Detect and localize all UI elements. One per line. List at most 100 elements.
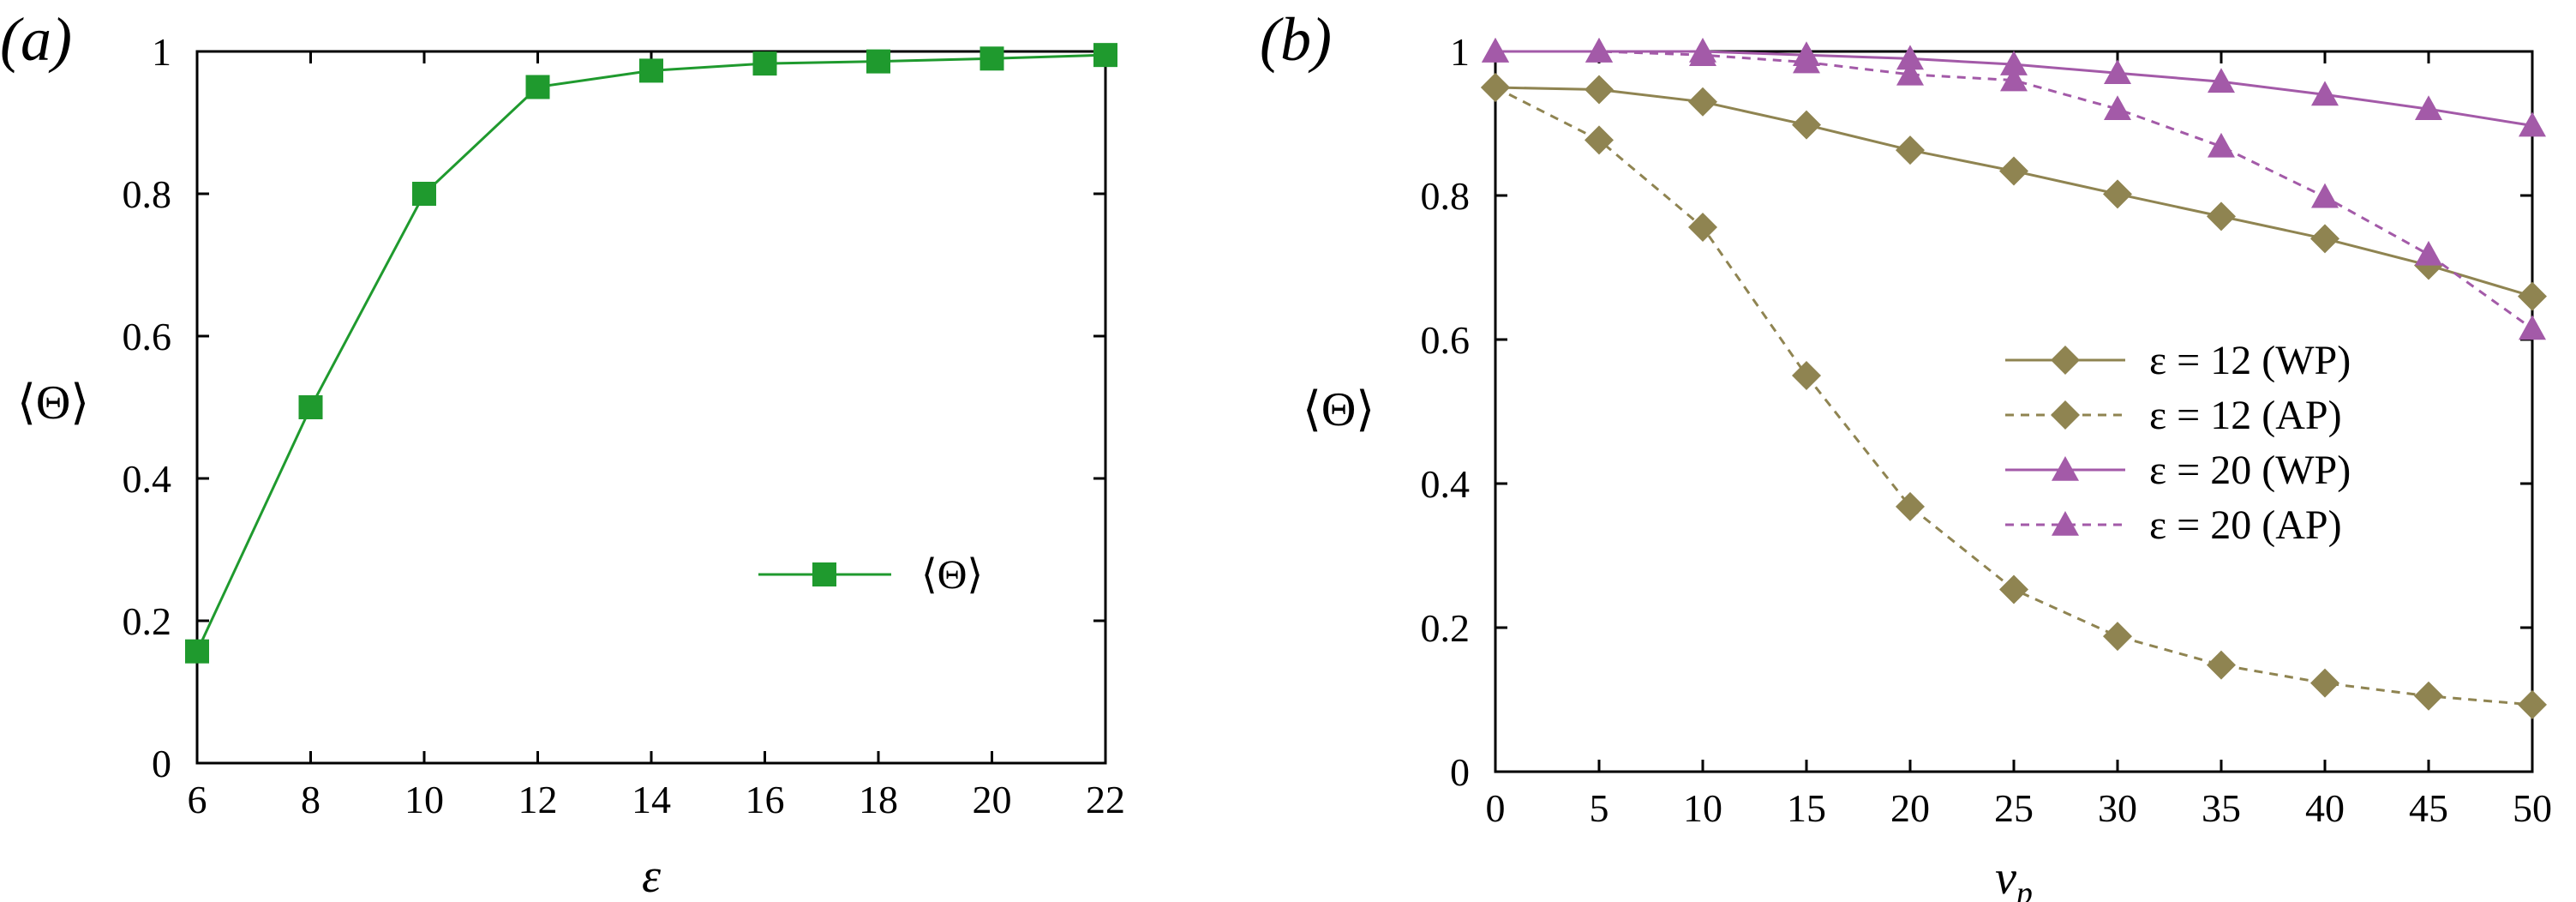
x-tick-label: 0 — [1486, 786, 1506, 830]
data-point — [1585, 75, 1614, 105]
y-tick-label: 0.4 — [123, 457, 172, 501]
legend-b-label: ε = 20 (WP) — [2149, 448, 2351, 493]
y-tick-label: 0.6 — [123, 315, 172, 358]
x-tick-label: 30 — [2098, 786, 2137, 830]
data-point — [1093, 43, 1117, 68]
data-point — [2104, 59, 2131, 84]
y-tick-label: 0.6 — [1421, 318, 1471, 362]
data-point — [1896, 45, 1924, 70]
data-point — [1999, 574, 2028, 604]
panel-a-ticks: 6 8 10 12 14 16 18 20 22 0 0.2 0.4 0.6 0.8 1 — [123, 30, 1126, 821]
panel-a-plot-frame — [195, 50, 1107, 765]
data-point — [2414, 681, 2443, 711]
panel-b-xlabel: vp — [1995, 851, 2033, 902]
data-point — [2103, 622, 2132, 652]
y-tick-label: 0.8 — [1421, 174, 1471, 218]
data-point — [2207, 201, 2236, 232]
x-tick-label: 16 — [746, 778, 785, 821]
data-point — [2104, 95, 2131, 120]
x-tick-label: 10 — [404, 778, 444, 821]
data-point — [1688, 212, 1717, 242]
x-tick-label: 10 — [1683, 786, 1722, 830]
data-point — [185, 639, 209, 664]
x-tick-label: 6 — [188, 778, 207, 821]
data-point — [525, 75, 550, 99]
panel-b-label: (b) — [1260, 5, 1332, 74]
data-point — [1896, 135, 1925, 165]
panel-a-legend: ⟨Θ⟩ — [758, 552, 983, 598]
x-tick-label: 22 — [1086, 778, 1125, 821]
panel-b: (b) 0 5 10 15 20 25 30 35 40 45 50 0 0.2 0.4 0.6 0.8 1 ⟨… — [1260, 5, 2552, 902]
x-tick-label: 12 — [518, 778, 558, 821]
data-point — [2311, 81, 2339, 106]
data-point — [1689, 41, 1716, 66]
y-tick-label: 0.2 — [1421, 606, 1471, 650]
x-tick-label: 8 — [301, 778, 321, 821]
x-tick-label: 18 — [859, 778, 898, 821]
legend-b-marker — [2052, 511, 2079, 536]
data-point — [979, 46, 1004, 71]
y-tick-label: 0.8 — [123, 172, 172, 216]
y-tick-label: 1 — [152, 30, 171, 74]
data-point — [1896, 491, 1925, 521]
x-tick-label: 50 — [2513, 786, 2552, 830]
x-tick-label: 5 — [1590, 786, 1609, 830]
data-point — [2415, 240, 2442, 266]
data-point — [1585, 38, 1613, 63]
data-point — [2415, 95, 2442, 120]
x-tick-label: 40 — [2305, 786, 2345, 830]
panel-b-series — [1481, 38, 2547, 719]
panel-b-xlabel-subscript: p — [2014, 875, 2033, 902]
data-point — [1793, 48, 1820, 74]
data-point — [1481, 73, 1510, 102]
legend-b-label: ε = 12 (WP) — [2149, 338, 2351, 383]
data-point — [1792, 361, 1821, 390]
data-point — [1688, 87, 1717, 117]
data-point — [2310, 224, 2339, 254]
x-tick-label: 25 — [1994, 786, 2034, 830]
data-point — [2518, 281, 2547, 311]
data-point — [2000, 66, 2028, 92]
panel-b-legend: ε = 12 (WP) ε = 12 (AP) ε = 20 (WP) ε = 20 … — [2005, 338, 2351, 548]
x-tick-label: 15 — [1787, 786, 1826, 830]
x-tick-label: 20 — [1890, 786, 1930, 830]
series-line — [1495, 50, 2533, 330]
legend-b-label: ε = 12 (AP) — [2149, 393, 2342, 438]
data-point — [2519, 111, 2546, 137]
data-point — [2000, 51, 2028, 75]
data-point — [2518, 689, 2547, 719]
y-tick-label: 0.2 — [123, 599, 172, 643]
data-point — [866, 49, 890, 74]
data-point — [752, 51, 777, 76]
panel-a-label: (a) — [0, 5, 72, 74]
series-line — [1495, 86, 2533, 298]
data-point — [2311, 183, 2339, 208]
x-tick-label: 14 — [632, 778, 671, 821]
y-tick-label: 0 — [152, 742, 171, 785]
data-point — [298, 395, 323, 419]
panel-b-ticks: 0 5 10 15 20 25 30 35 40 45 50 0 0.2 0.4 0.6 0.8 1 — [1421, 30, 2553, 830]
data-point — [2519, 315, 2546, 340]
panel-b-ylabel: ⟨Θ⟩ — [1303, 383, 1375, 436]
legend-a-label: ⟨Θ⟩ — [921, 552, 983, 598]
data-point — [1999, 156, 2028, 186]
data-point — [1792, 110, 1821, 140]
y-tick-label: 1 — [1450, 30, 1470, 74]
legend-b-marker — [2051, 346, 2080, 375]
legend-a-marker — [812, 562, 836, 586]
x-tick-label: 20 — [973, 778, 1012, 821]
data-point — [1585, 125, 1614, 155]
panel-a-ylabel: ⟨Θ⟩ — [17, 376, 89, 430]
y-tick-label: 0.4 — [1421, 462, 1471, 506]
x-tick-label: 45 — [2409, 786, 2448, 830]
panel-a-series — [185, 43, 1117, 664]
data-point — [2310, 668, 2339, 698]
data-point — [412, 182, 436, 206]
y-tick-label: 0 — [1450, 750, 1470, 794]
legend-b-marker — [2052, 456, 2079, 481]
legend-b-marker — [2051, 400, 2080, 430]
data-point — [1896, 60, 1924, 86]
panel-b-xlabel-text: v — [1995, 851, 2016, 902]
data-point — [2103, 179, 2132, 209]
x-tick-label: 35 — [2202, 786, 2241, 830]
